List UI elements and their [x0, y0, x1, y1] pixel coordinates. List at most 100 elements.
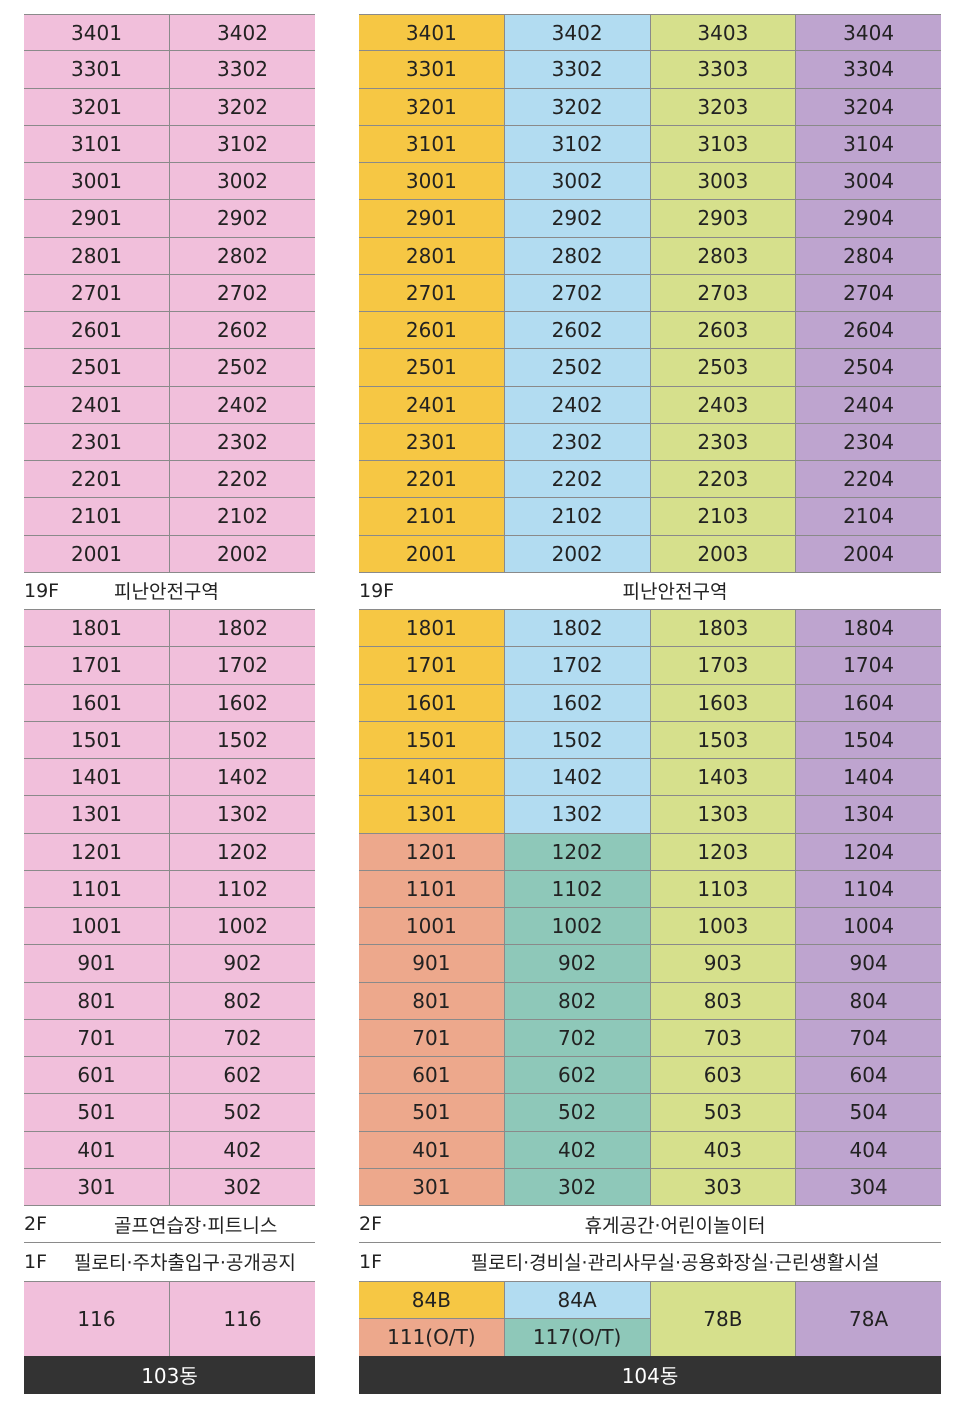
floor-row: 501 502 503 504 — [359, 1094, 941, 1132]
floor-row: 2001 2002 — [24, 535, 315, 573]
b104-refuge-floor: 19F 피난안전구역 — [359, 573, 941, 610]
unit-cell: 1201 — [359, 833, 505, 870]
floor-row: 1601 1602 1603 1604 — [359, 684, 941, 722]
unit-cell: 2503 — [650, 349, 797, 386]
unit-cell: 2601 — [359, 312, 505, 349]
unit-cell: 2904 — [796, 200, 941, 237]
unit-cell: 1601 — [359, 684, 505, 721]
unit-cell: 3404 — [796, 15, 941, 51]
unit-cell: 3402 — [170, 15, 315, 51]
unit-cell: 1601 — [24, 684, 170, 721]
type-label: 116 — [77, 1306, 116, 1331]
floor-row: 2601 2602 — [24, 312, 315, 350]
floor-desc: 필로티·경비실·관리사무실·공용화장실·근린생활시설 — [470, 1252, 880, 1275]
unit-cell: 3202 — [170, 88, 315, 125]
building-label: 104동 — [359, 1355, 941, 1394]
unit-cell: 704 — [796, 1019, 941, 1056]
unit-cell: 3101 — [24, 125, 170, 162]
floor-row: 3101 3102 3103 3104 — [359, 125, 941, 163]
unit-cell: 604 — [796, 1057, 941, 1094]
unit-cell: 1402 — [170, 759, 315, 796]
unit-cell: 2901 — [359, 200, 505, 237]
unit-cell: 1502 — [170, 721, 315, 758]
type-label: 111(O/T) — [359, 1318, 504, 1356]
unit-cell: 2101 — [359, 498, 505, 535]
unit-cell: 401 — [359, 1131, 505, 1168]
floor-row: 1801 1802 — [24, 610, 315, 648]
unit-cell: 1301 — [359, 796, 505, 833]
floor-row: 2401 2402 2403 2404 — [359, 386, 941, 424]
floor-level: 1F — [359, 1250, 383, 1273]
unit-cell: 2704 — [796, 274, 941, 311]
unit-cell: 2201 — [359, 461, 505, 498]
unit-cell: 3104 — [796, 125, 941, 162]
floor-desc: 피난안전구역 — [114, 581, 219, 604]
floor-row: 501 502 — [24, 1094, 315, 1132]
unit-cell: 2401 — [24, 386, 170, 423]
unit-cell: 1402 — [504, 759, 651, 796]
unit-cell: 2404 — [796, 386, 941, 423]
unit-cell: 1002 — [170, 908, 315, 945]
unit-cell: 2504 — [796, 349, 941, 386]
floor-row: 301 302 — [24, 1168, 315, 1206]
floor-row: 3301 3302 — [24, 51, 315, 89]
unit-cell: 2801 — [359, 237, 505, 274]
unit-cell: 1604 — [796, 684, 941, 721]
unit-cell: 2803 — [650, 237, 797, 274]
unit-cell: 902 — [504, 945, 651, 982]
unit-cell: 1201 — [24, 833, 170, 870]
type-cell: 78B — [650, 1281, 797, 1356]
unit-cell: 1501 — [24, 721, 170, 758]
unit-cell: 901 — [24, 945, 170, 982]
type-cell: 116 — [24, 1281, 170, 1356]
floor-row: 2201 2202 2203 2204 — [359, 461, 941, 499]
floor-row: 1801 1802 1803 1804 — [359, 610, 941, 648]
unit-cell: 301 — [359, 1168, 505, 1205]
floor-row: 2101 2102 — [24, 498, 315, 536]
unit-cell: 3101 — [359, 125, 505, 162]
floor-row: 1501 1502 1503 1504 — [359, 721, 941, 759]
floor-row: 2301 2302 2303 2304 — [359, 423, 941, 461]
type-cell: 84B 111(O/T) — [359, 1281, 505, 1356]
unit-cell: 3001 — [24, 163, 170, 200]
unit-cell: 1602 — [504, 684, 651, 721]
unit-cell: 3202 — [504, 88, 651, 125]
unit-cell: 3002 — [170, 163, 315, 200]
floor-level: 1F — [24, 1250, 48, 1273]
b104-2f: 2F 휴게공간·어린이놀이터 — [359, 1206, 941, 1244]
b103-lower-floors: 1801 1802 1701 1702 1601 1602 1501 1502 1401 1402… — [24, 610, 315, 1206]
floor-row: 1001 1002 — [24, 908, 315, 946]
floor-row: 3001 3002 — [24, 163, 315, 201]
floor-row: 2901 2902 2903 2904 — [359, 200, 941, 238]
floor-row: 2001 2002 2003 2004 — [359, 535, 941, 573]
unit-cell: 1104 — [796, 870, 941, 907]
unit-cell: 2402 — [504, 386, 651, 423]
floor-row: 2701 2702 — [24, 274, 315, 312]
b104-upper-floors: 3401 3402 3403 3404 3301 3302 3303 3304 3201 3202… — [359, 14, 941, 573]
b104-unit-types: 84B 111(O/T) 84A 117(O/T) 78B 78A — [359, 1280, 941, 1356]
b103-1f: 1F 필로티·주차출입구·공개공지 — [24, 1243, 315, 1280]
type-label: 78B — [703, 1306, 743, 1331]
unit-cell: 501 — [359, 1094, 505, 1131]
unit-cell: 1701 — [24, 647, 170, 684]
b104-lower-floors: 1801 1802 1803 1804 1701 1702 1703 1704 1601 1602… — [359, 610, 941, 1206]
unit-cell: 1203 — [650, 833, 797, 870]
floor-level: 19F — [359, 579, 395, 602]
floor-row: 3401 3402 3403 3404 — [359, 14, 941, 52]
b104-1f: 1F 필로티·경비실·관리사무실·공용화장실·근린생활시설 — [359, 1243, 941, 1280]
unit-cell: 1301 — [24, 796, 170, 833]
unit-cell: 1303 — [650, 796, 797, 833]
unit-cell: 2201 — [24, 461, 170, 498]
floor-level: 2F — [359, 1213, 383, 1236]
floor-row: 1601 1602 — [24, 684, 315, 722]
unit-cell: 2004 — [796, 535, 941, 572]
floor-row: 1301 1302 — [24, 796, 315, 834]
unit-cell: 1102 — [170, 870, 315, 907]
unit-cell: 702 — [170, 1019, 315, 1056]
floor-row: 1701 1702 1703 1704 — [359, 647, 941, 685]
unit-cell: 904 — [796, 945, 941, 982]
unit-cell: 2104 — [796, 498, 941, 535]
floor-level: 19F — [24, 579, 60, 602]
unit-cell: 1003 — [650, 908, 797, 945]
unit-cell: 1401 — [359, 759, 505, 796]
